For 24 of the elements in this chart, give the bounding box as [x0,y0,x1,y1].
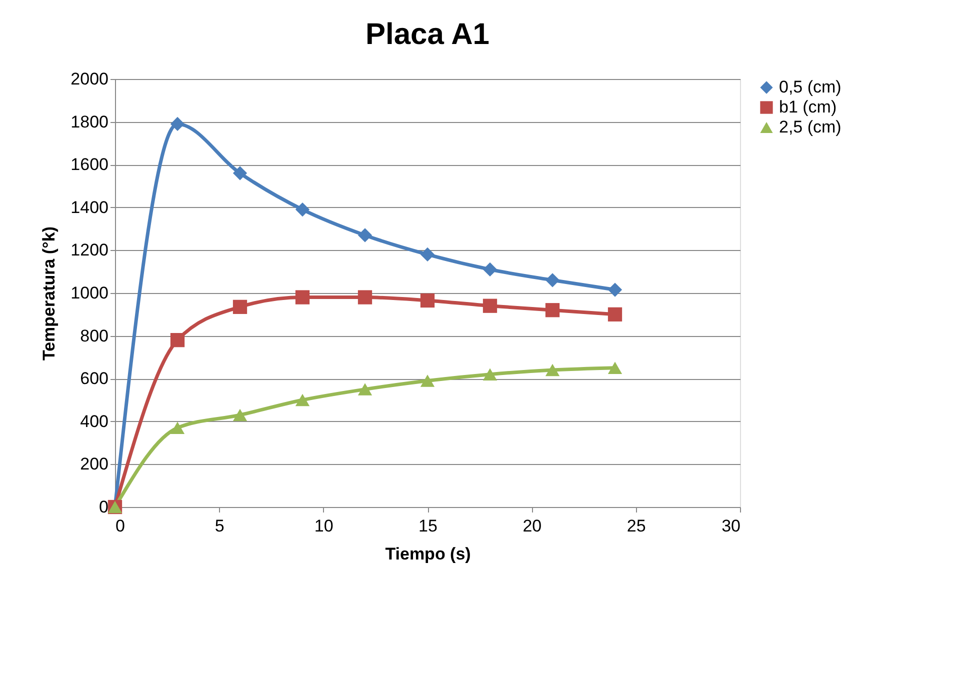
legend-label: b1 (cm) [779,98,837,116]
y-tick-label: 1800 [70,112,108,132]
y-tick-label: 1600 [70,155,108,174]
x-tick-label: 30 [722,516,740,536]
chart-title: Placa A1 [366,18,490,51]
y-tick-label: 1200 [70,240,108,260]
x-tick-label: 15 [418,516,438,536]
legend-label: 2,5 (cm) [779,118,842,136]
y-tick-label: 1000 [70,284,108,302]
y-tick-label: 400 [80,412,108,431]
x-tick-label: 10 [314,516,334,536]
y-tick-label: 600 [80,369,108,388]
y-tick-label: 2000 [70,70,108,88]
y-tick-label: 800 [80,326,108,346]
x-tick-label: 0 [116,516,125,536]
y-tick-label: 0 [99,498,108,516]
y-tick-label: 200 [80,454,108,474]
y-tick-label: 1400 [70,198,108,217]
x-tick-label: 20 [522,516,542,536]
legend-label: 0,5 (cm) [779,78,842,96]
x-tick-label: 25 [626,516,646,536]
x-axis-title: Tiempo (s) [385,544,471,564]
y-axis-title: Temperatura (°k) [40,226,59,361]
x-tick-label: 5 [214,516,224,536]
